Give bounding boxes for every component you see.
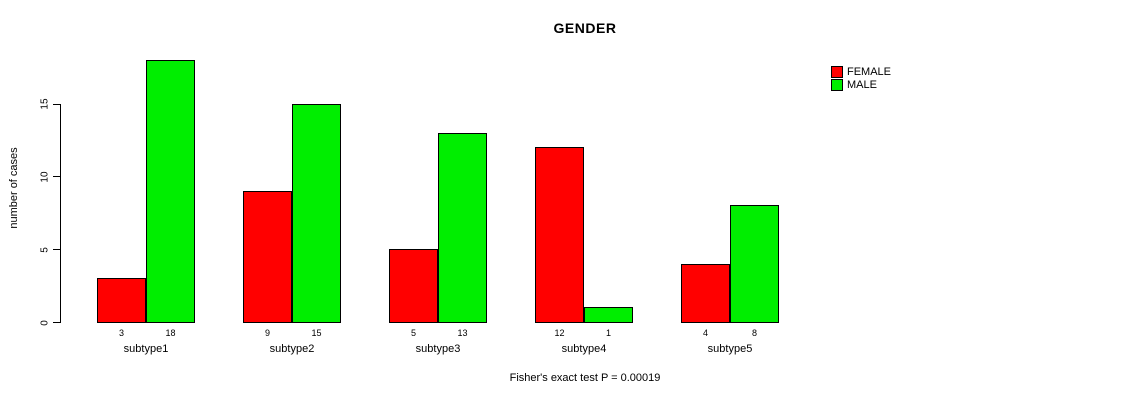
x-category-label-subtype3: subtype3 [415, 343, 461, 355]
bar-value-label: 4 [702, 328, 709, 338]
y-tick-label: 5 [39, 246, 51, 253]
bar-value-label: 8 [751, 328, 758, 338]
legend-swatch-icon [831, 65, 843, 78]
bar-female-subtype2 [243, 190, 292, 323]
bar-value-label: 13 [457, 328, 468, 338]
bar-female-subtype5 [681, 263, 730, 323]
y-tick-label: 10 [39, 171, 51, 183]
bar-value-label: 12 [554, 328, 565, 338]
bar-female-subtype4 [535, 147, 584, 323]
bar-female-subtype1 [97, 278, 146, 323]
y-tick-label: 15 [39, 98, 51, 110]
bar-male-subtype1 [146, 59, 195, 323]
legend-label: MALE [847, 78, 877, 91]
legend-entry-male: MALE [831, 78, 891, 91]
bar-value-label: 1 [605, 328, 612, 338]
bar-value-label: 15 [311, 328, 322, 338]
bar-female-subtype3 [389, 249, 438, 323]
y-axis-line [60, 103, 61, 323]
y-tick-mark [53, 103, 60, 105]
bar-value-label: 5 [410, 328, 417, 338]
bar-male-subtype4 [584, 307, 633, 323]
x-category-label-subtype1: subtype1 [123, 343, 169, 355]
y-tick-mark [53, 249, 60, 251]
caption: Fisher's exact test P = 0.00019 [509, 372, 661, 384]
y-tick-label: 0 [39, 319, 51, 326]
x-category-label-subtype4: subtype4 [561, 343, 607, 355]
chart-title: GENDER [553, 20, 617, 36]
x-category-label-subtype5: subtype5 [707, 343, 753, 355]
bar-male-subtype2 [292, 103, 341, 323]
bar-male-subtype3 [438, 132, 487, 323]
y-tick-mark [53, 176, 60, 178]
legend-label: FEMALE [847, 65, 892, 78]
legend-entry-female: FEMALE [831, 65, 891, 78]
bar-value-label: 9 [264, 328, 271, 338]
bar-value-label: 18 [165, 328, 176, 338]
bar-male-subtype5 [730, 205, 779, 323]
y-tick-mark [53, 322, 60, 323]
x-category-label-subtype2: subtype2 [269, 343, 315, 355]
bar-value-label: 3 [118, 328, 125, 338]
legend-swatch-icon [831, 78, 843, 91]
legend: FEMALE MALE [831, 65, 891, 91]
y-axis-label: number of cases [8, 147, 20, 229]
